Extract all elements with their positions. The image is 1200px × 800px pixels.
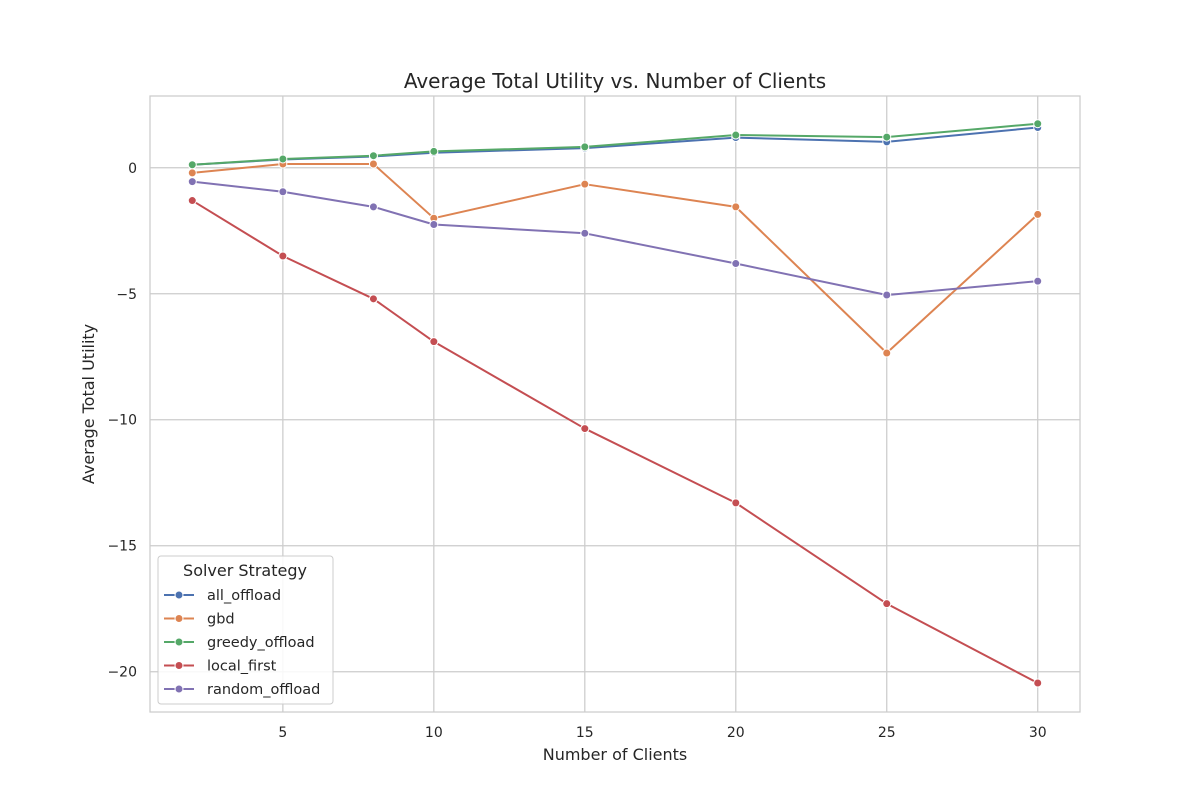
- data-point-local_first: [187, 196, 197, 206]
- data-point-random_offload: [278, 187, 288, 197]
- series-line-random_offload: [192, 180, 1038, 297]
- legend-box: [157, 555, 334, 705]
- y-tick-label: −10: [107, 413, 137, 429]
- data-point-local_first: [731, 498, 741, 508]
- data-point-gbd: [1033, 209, 1043, 219]
- x-axis-label: Number of Clients: [543, 745, 688, 764]
- x-tick-label: 5: [278, 725, 287, 741]
- plot-area-frame: [149, 95, 1081, 713]
- y-tick-labels: 0 −5 −10 −15 −20: [107, 161, 137, 681]
- data-point-greedy_offload: [368, 151, 378, 161]
- legend-swatch-marker: [174, 684, 184, 694]
- data-point-greedy_offload: [1033, 119, 1043, 129]
- data-point-random_offload: [368, 202, 378, 212]
- series-line-local_first: [191, 199, 1039, 684]
- legend-swatch-marker: [174, 637, 184, 647]
- data-point-local_first: [580, 424, 590, 434]
- data-point-local_first: [278, 251, 288, 261]
- series-layer: [187, 119, 1043, 688]
- legend-swatch-marker: [174, 614, 184, 623]
- x-tick-labels: 5 10 15 20 25 30: [278, 725, 1046, 741]
- series-random_offload: [187, 177, 1043, 300]
- data-point-gbd: [731, 202, 741, 212]
- y-tick-label: −20: [107, 665, 137, 681]
- x-tick-label: 30: [1029, 725, 1047, 741]
- legend-item-local_first: local_first: [164, 659, 277, 675]
- data-point-random_offload: [187, 177, 197, 187]
- data-point-random_offload: [580, 228, 590, 238]
- data-point-gbd: [882, 348, 892, 358]
- data-point-random_offload: [429, 219, 439, 229]
- data-point-gbd: [580, 179, 590, 189]
- data-point-gbd: [187, 168, 197, 178]
- x-tick-label: 15: [576, 725, 594, 741]
- legend-swatch-marker: [174, 590, 184, 600]
- y-tick-label: 0: [128, 161, 137, 177]
- legend-label: local_first: [207, 659, 277, 675]
- legend-label: greedy_offload: [207, 635, 315, 651]
- x-tick-label: 20: [727, 725, 745, 741]
- series-line-greedy_offload: [192, 122, 1038, 166]
- data-point-greedy_offload: [429, 146, 439, 156]
- data-point-gbd: [368, 159, 378, 169]
- y-axis-label: Average Total Utility: [79, 324, 98, 484]
- legend-item-gbd: gbd: [164, 612, 235, 628]
- x-tick-label: 25: [878, 725, 896, 741]
- legend-swatch-marker: [174, 661, 184, 670]
- x-tick-label: 10: [425, 725, 443, 741]
- legend-item-greedy_offload: greedy_offload: [164, 635, 315, 651]
- data-point-local_first: [882, 599, 892, 609]
- y-tick-label: −15: [107, 539, 137, 555]
- data-point-random_offload: [1033, 276, 1043, 286]
- data-point-random_offload: [731, 259, 741, 269]
- chart-title: Average Total Utility vs. Number of Clie…: [404, 69, 826, 93]
- series-local_first: [187, 196, 1043, 688]
- data-point-local_first: [429, 337, 439, 347]
- data-point-random_offload: [882, 290, 892, 300]
- legend-item-random_offload: random_offload: [164, 682, 320, 698]
- data-point-greedy_offload: [731, 130, 741, 140]
- legend-label: gbd: [207, 612, 235, 628]
- data-point-greedy_offload: [882, 132, 892, 142]
- data-point-greedy_offload: [580, 142, 590, 152]
- legend-item-all_offload: all_offload: [164, 588, 281, 604]
- legend-label: all_offload: [207, 588, 281, 604]
- series-line-gbd: [192, 163, 1039, 354]
- data-point-greedy_offload: [187, 160, 197, 170]
- data-point-local_first: [368, 294, 378, 304]
- series-greedy_offload: [187, 119, 1043, 170]
- data-point-greedy_offload: [278, 154, 288, 164]
- legend-title: Solver Strategy: [183, 561, 307, 580]
- grid-lines: [150, 96, 1080, 712]
- y-tick-label: −5: [116, 287, 137, 303]
- legend-label: random_offload: [207, 682, 320, 698]
- data-point-local_first: [1033, 678, 1043, 688]
